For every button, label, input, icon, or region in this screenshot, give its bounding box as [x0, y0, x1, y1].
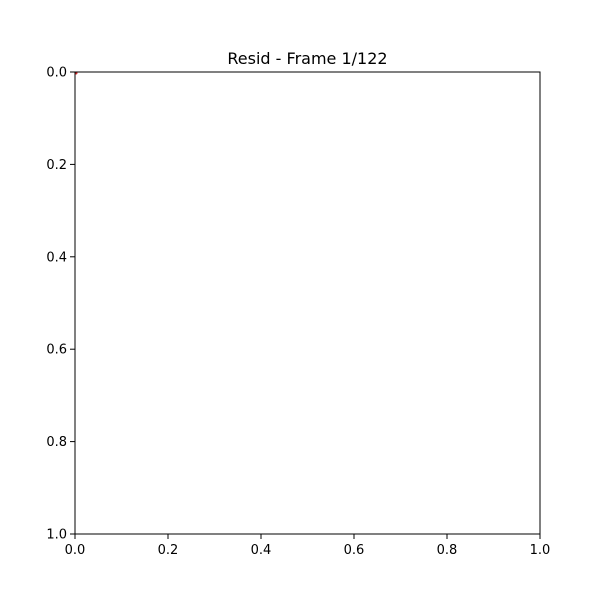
x-tick-label: 1.0 — [530, 543, 551, 558]
x-tick-label: 0.0 — [65, 543, 86, 558]
x-tick-label: 0.8 — [437, 543, 458, 558]
x-axis: 0.0 0.2 0.4 0.6 0.8 1.0 — [65, 534, 551, 558]
y-tick-label: 0.8 — [46, 435, 67, 450]
x-tick-label: 0.4 — [251, 543, 272, 558]
y-tick-label: 0.4 — [46, 250, 67, 265]
y-tick-label: 1.0 — [46, 528, 67, 543]
y-tick-label: 0.6 — [46, 343, 67, 358]
y-axis: 0.0 0.2 0.4 0.6 0.8 1.0 — [46, 66, 75, 543]
chart-title: Resid - Frame 1/122 — [227, 49, 387, 68]
x-tick-label: 0.2 — [158, 543, 179, 558]
y-tick-label: 0.2 — [46, 158, 67, 173]
y-tick-label: 0.0 — [46, 66, 67, 81]
axes-frame — [74, 71, 541, 535]
x-tick-label: 0.6 — [344, 543, 365, 558]
